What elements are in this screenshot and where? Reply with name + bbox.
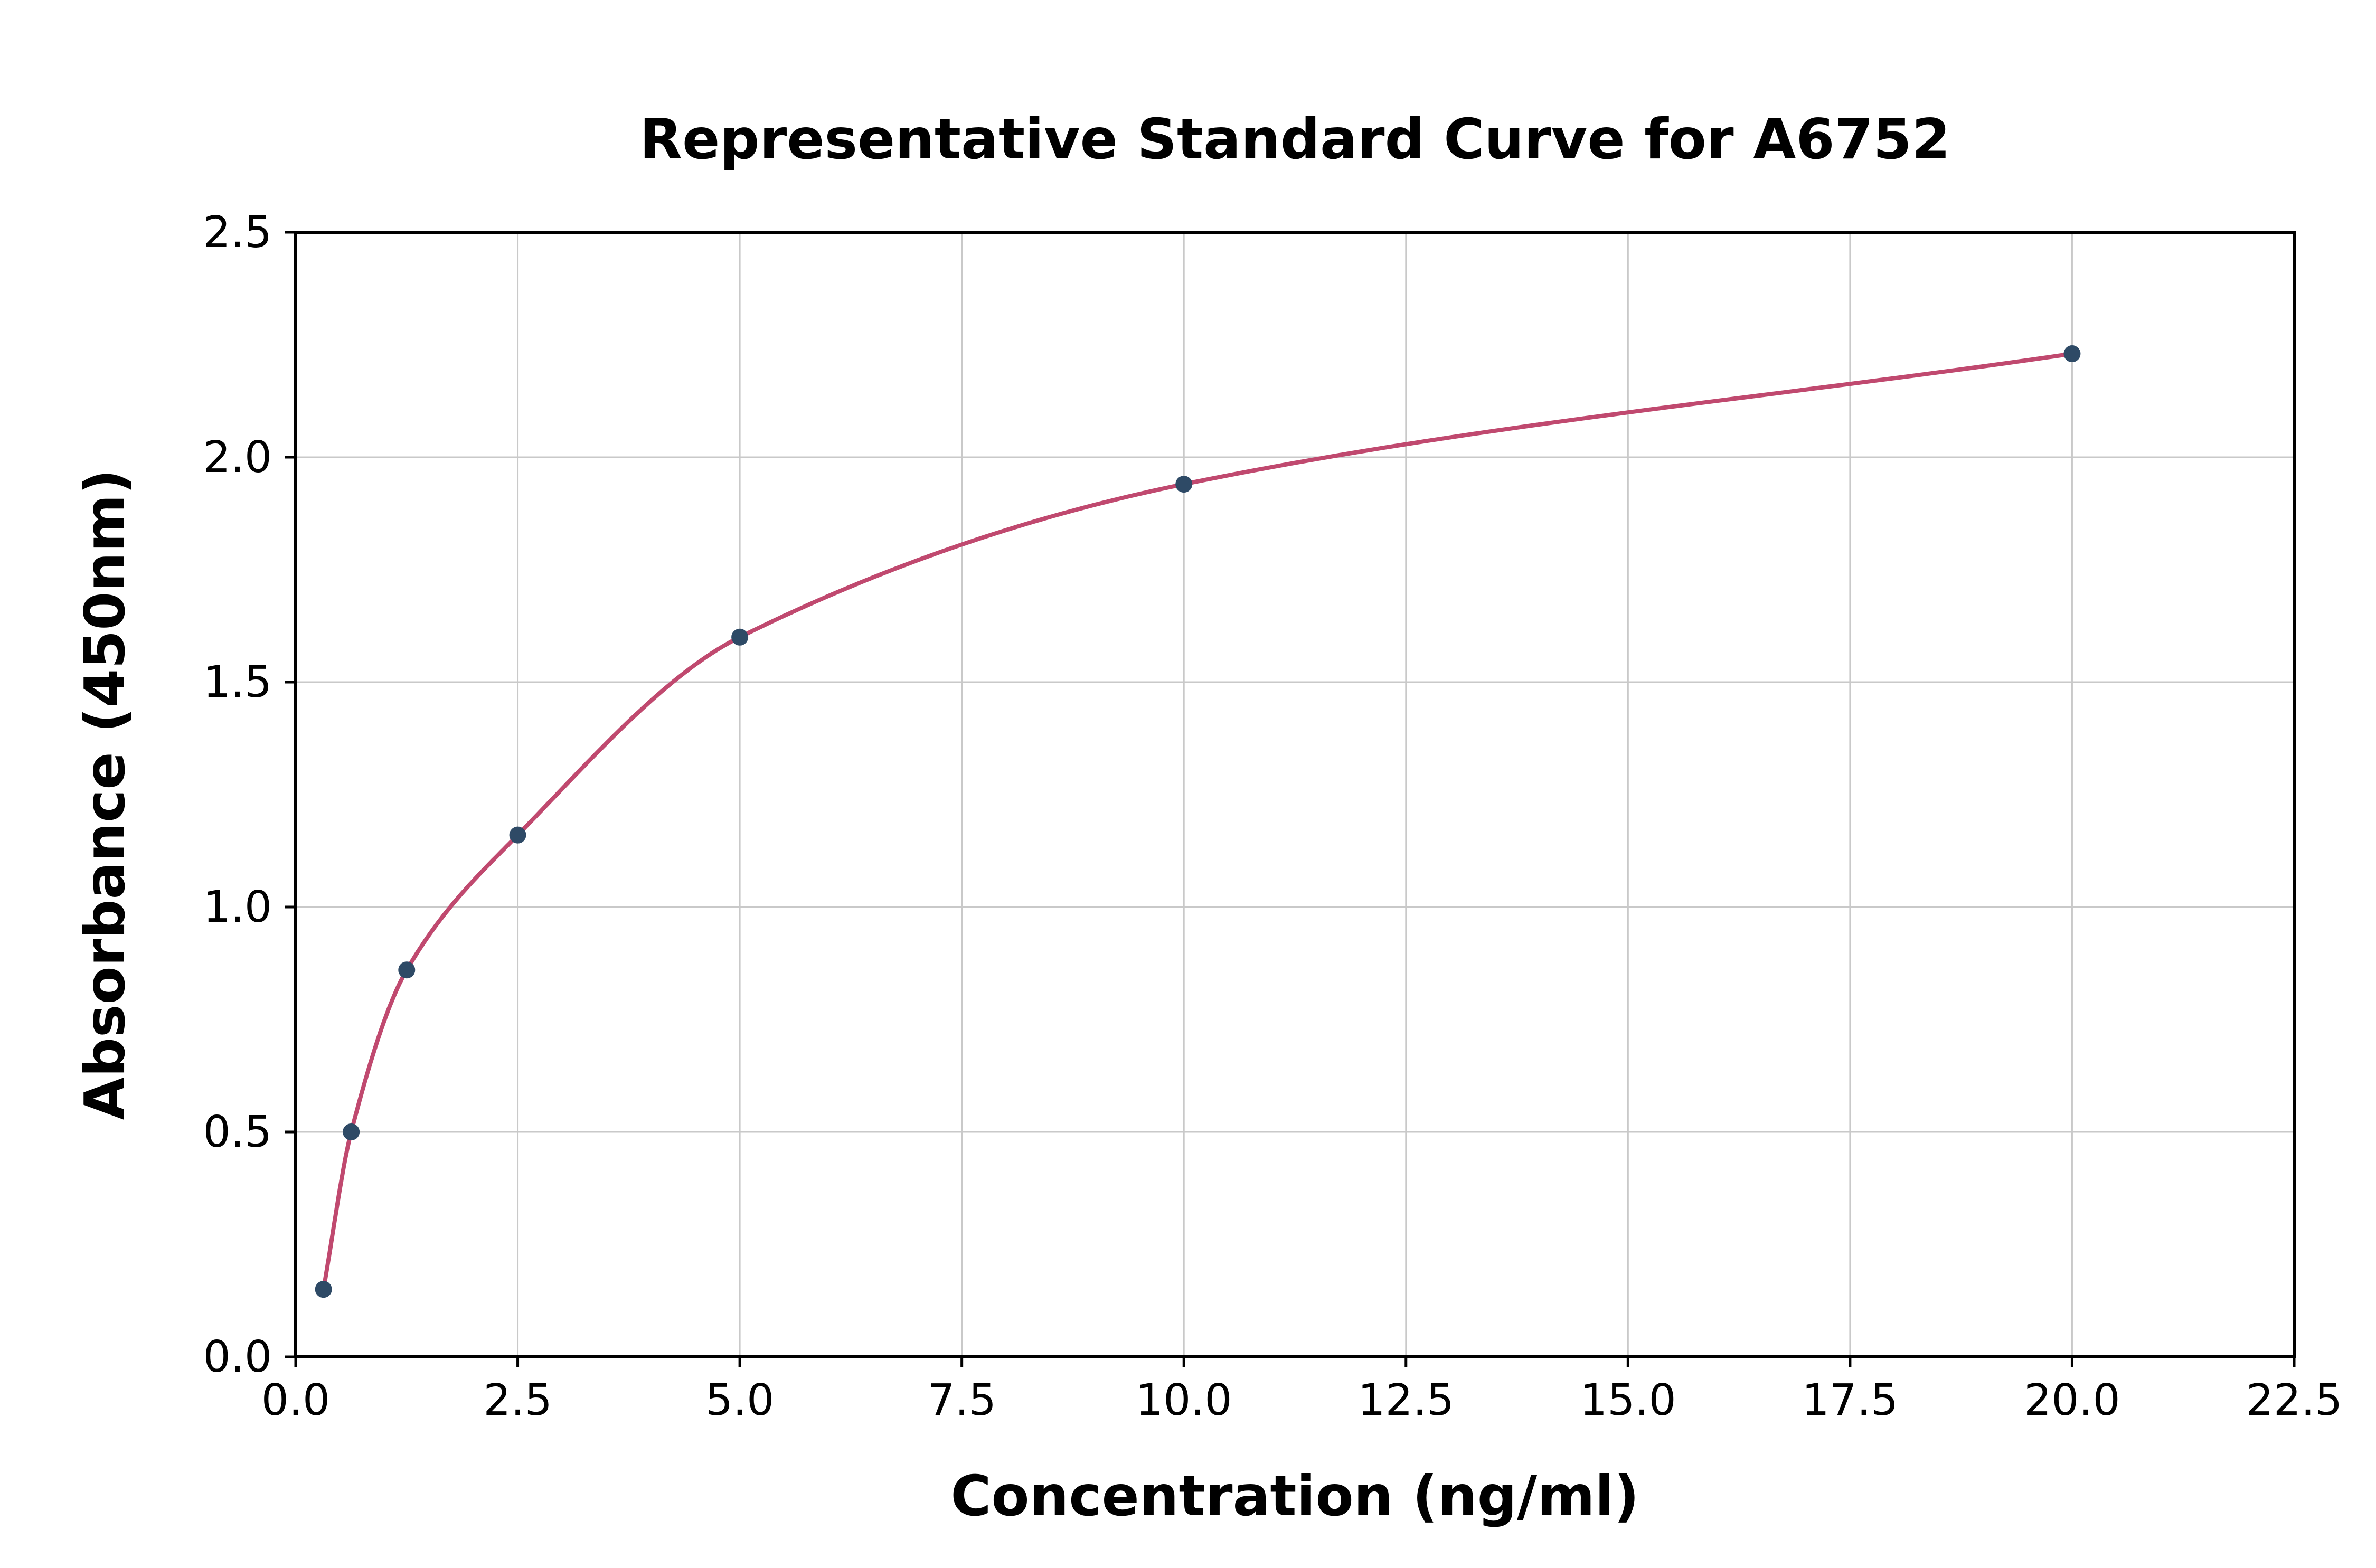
y-tick-label: 0.0 — [203, 1332, 272, 1382]
y-tick-label: 1.0 — [203, 882, 272, 932]
fitted-curve — [321, 352, 2075, 1292]
x-tick-label: 15.0 — [1580, 1375, 1676, 1425]
plot-border — [294, 231, 2296, 1358]
data-point — [509, 826, 526, 844]
data-point — [1175, 476, 1193, 493]
x-tick-label: 20.0 — [2024, 1375, 2120, 1425]
y-tick-label: 2.5 — [203, 207, 272, 258]
data-point — [343, 1123, 360, 1140]
x-tick-label: 17.5 — [1802, 1375, 1899, 1425]
x-tick-label: 2.5 — [483, 1375, 552, 1425]
x-tick-label: 0.0 — [261, 1375, 330, 1425]
y-tick-label: 0.5 — [203, 1107, 272, 1157]
data-point — [315, 1281, 332, 1298]
x-tick-label: 10.0 — [1136, 1375, 1232, 1425]
data-point — [398, 961, 416, 979]
x-tick-label: 12.5 — [1357, 1375, 1454, 1425]
y-tick-label: 2.0 — [203, 432, 272, 483]
x-tick-label: 22.5 — [2246, 1375, 2343, 1425]
x-axis-label: Concentration (ng/ml) — [950, 1464, 1639, 1528]
data-point — [2063, 345, 2081, 363]
y-axis-label: Absorbance (450nm) — [73, 469, 137, 1120]
chart-title: Representative Standard Curve for A6752 — [639, 107, 1950, 172]
x-tick-label: 7.5 — [927, 1375, 996, 1425]
x-tick-label: 5.0 — [705, 1375, 774, 1425]
data-point — [731, 628, 749, 646]
y-tick-label: 1.5 — [203, 657, 272, 707]
